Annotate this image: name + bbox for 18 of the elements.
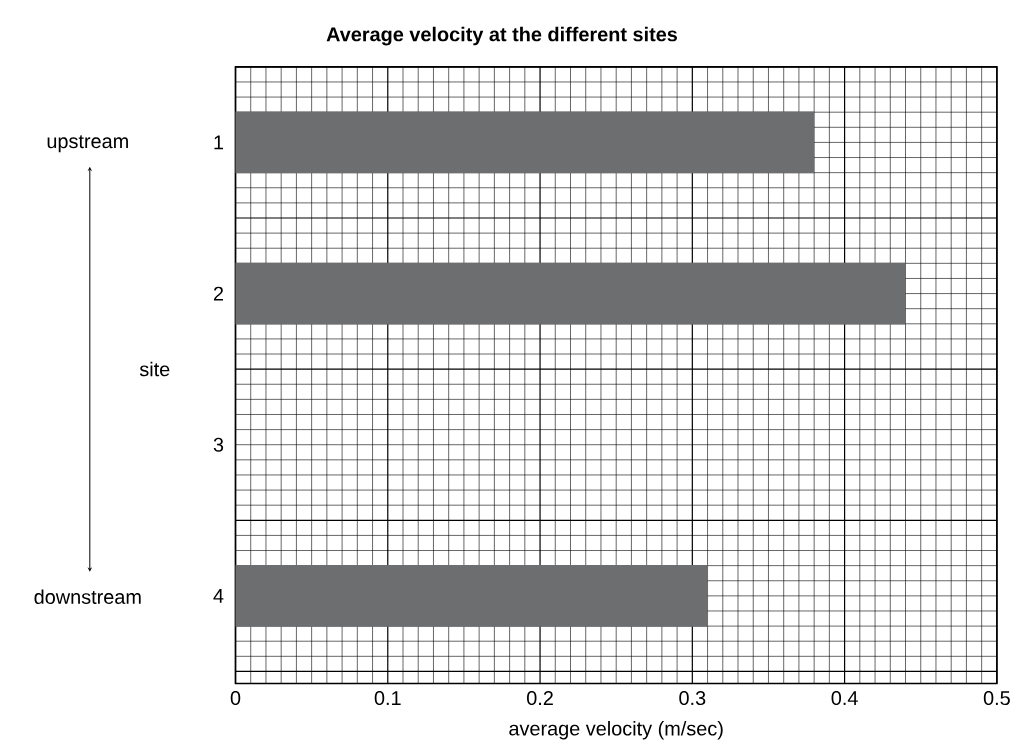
y-tick-label: 3 [213, 437, 224, 452]
y-tick-label: 1 [214, 135, 224, 150]
x-tick-label: 0.5 [983, 690, 1010, 705]
x-tick-label: 0.1 [374, 690, 401, 705]
bar [235, 111, 815, 174]
y-axis-title: site [139, 361, 170, 377]
x-tick-label: 0.4 [831, 690, 858, 705]
y-tick-label: 2 [213, 286, 224, 301]
x-tick-label: 0.2 [527, 690, 553, 705]
bar [235, 564, 708, 627]
chart-title: Average velocity at the different sites [326, 26, 678, 46]
x-axis-title: average velocity (m/sec) [509, 720, 723, 740]
bar [235, 262, 906, 325]
text: downstream [34, 589, 141, 604]
y-tick-label: 4 [213, 588, 224, 603]
x-tick-label: 0 [230, 690, 241, 705]
text: upstream [47, 135, 128, 152]
x-tick-label: 0.3 [679, 690, 706, 705]
